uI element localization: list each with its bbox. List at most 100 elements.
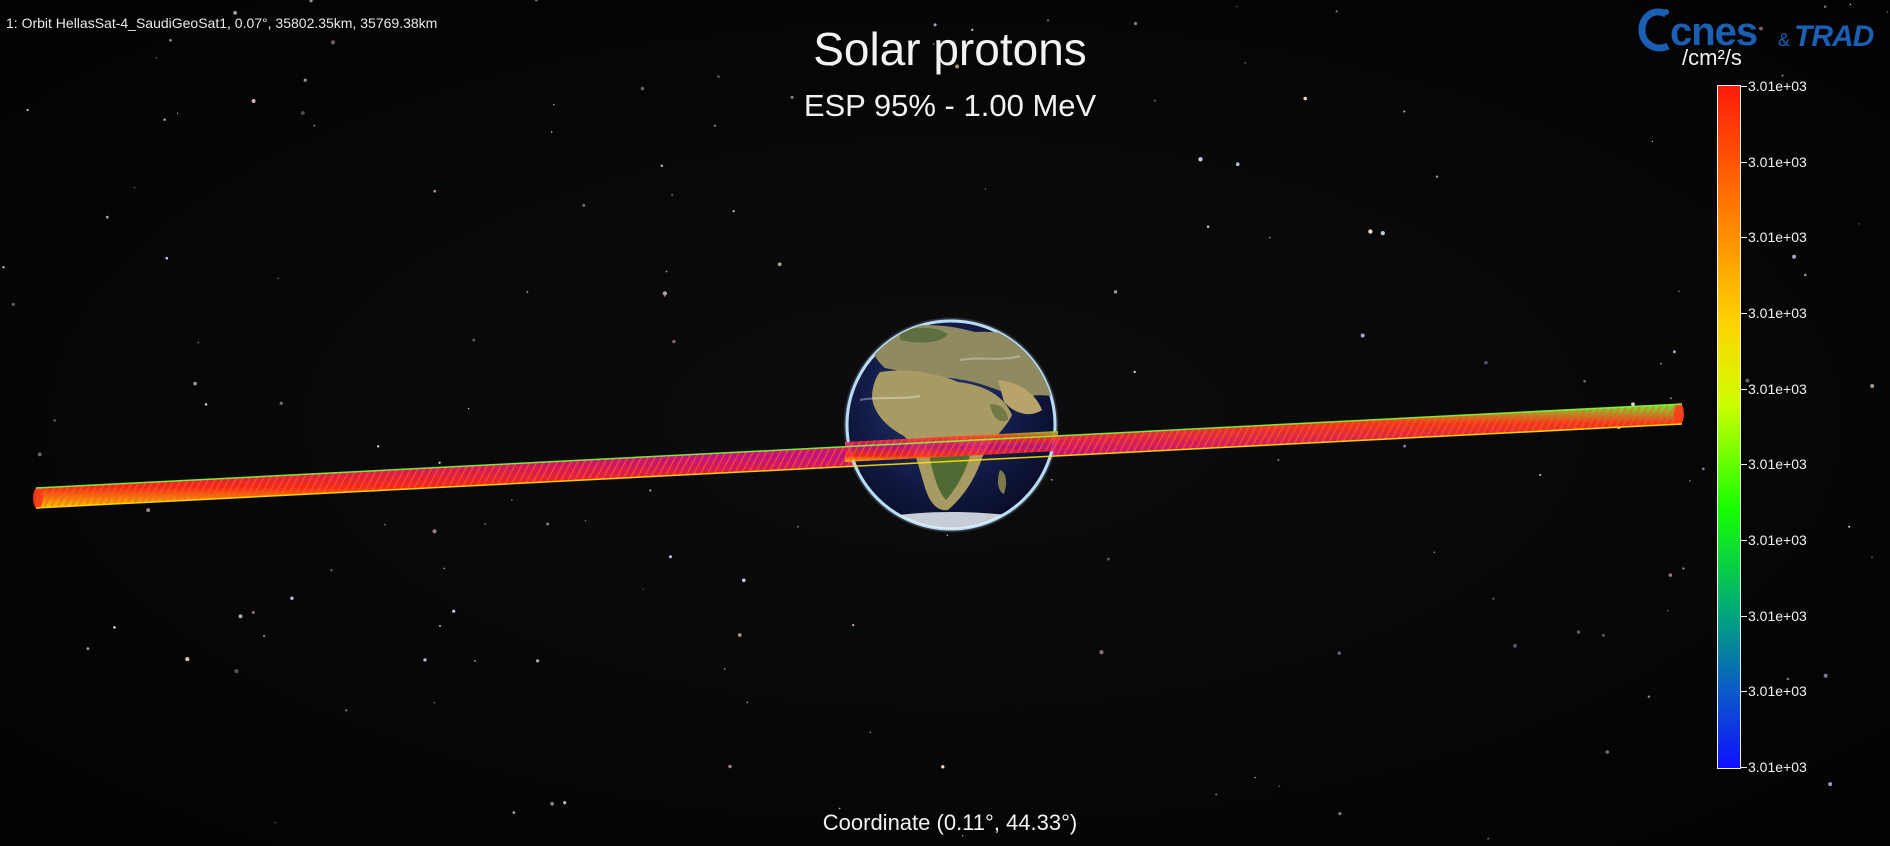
star — [303, 78, 307, 82]
colorbar-tick — [1740, 389, 1747, 390]
star — [1828, 782, 1833, 787]
colorbar-tick-label: 3.01e+03 — [1748, 305, 1807, 321]
star — [345, 709, 348, 712]
star — [1099, 650, 1104, 655]
star — [438, 461, 441, 464]
star — [1670, 397, 1672, 400]
star — [1539, 473, 1542, 477]
star — [962, 835, 964, 837]
star — [941, 765, 945, 769]
star — [535, 659, 540, 663]
star — [26, 108, 29, 112]
star — [238, 614, 243, 619]
star — [732, 210, 735, 213]
star — [1303, 96, 1307, 101]
star — [1823, 673, 1828, 678]
star — [11, 302, 15, 306]
star — [1858, 223, 1860, 225]
star — [1107, 557, 1110, 561]
logo-amp-text: & — [1778, 30, 1791, 50]
star — [1660, 362, 1662, 365]
star — [452, 609, 456, 613]
star — [1206, 225, 1210, 228]
star — [1050, 479, 1053, 481]
star — [1046, 19, 1050, 22]
star — [946, 534, 949, 537]
star — [473, 659, 477, 663]
colorbar-tick-label: 3.01e+03 — [1748, 456, 1807, 472]
star — [546, 522, 550, 526]
star — [1667, 610, 1669, 612]
colorbar-unit: /cm²/s — [1682, 45, 1742, 70]
star — [1236, 5, 1238, 8]
star — [1368, 229, 1373, 234]
star — [105, 215, 109, 219]
star — [1277, 458, 1280, 461]
star — [668, 555, 673, 559]
star — [1360, 333, 1365, 338]
star — [550, 801, 554, 806]
star — [1019, 43, 1023, 46]
star — [971, 28, 974, 32]
colorbar-tick — [1740, 540, 1747, 541]
star — [717, 75, 720, 78]
star — [640, 86, 645, 91]
star — [1244, 62, 1246, 64]
star — [484, 523, 486, 525]
star — [649, 489, 652, 492]
star — [274, 821, 277, 824]
star — [512, 811, 516, 814]
cnes-trad-logo: cnes & TRAD — [1636, 6, 1876, 56]
colorbar-tick-label: 3.01e+03 — [1748, 229, 1807, 245]
star — [1338, 812, 1342, 816]
star — [829, 61, 835, 66]
star — [309, 0, 313, 3]
star — [1849, 3, 1852, 6]
star — [165, 256, 169, 260]
star — [552, 103, 555, 106]
star — [1673, 350, 1676, 354]
star — [163, 118, 166, 121]
star — [1583, 380, 1586, 383]
star — [1337, 651, 1341, 655]
colorbar-tick — [1740, 767, 1747, 768]
colorbar-tick-label: 3.01e+03 — [1748, 381, 1807, 397]
star — [1513, 644, 1517, 648]
star — [584, 520, 587, 522]
star — [169, 39, 172, 42]
star — [1870, 384, 1875, 388]
star — [1605, 750, 1610, 754]
star — [1403, 110, 1406, 113]
star — [550, 131, 553, 133]
cnes-swirl-icon — [1638, 8, 1670, 52]
star — [1254, 776, 1256, 779]
star — [582, 203, 586, 207]
star — [1792, 254, 1797, 259]
star — [53, 419, 57, 422]
star — [838, 807, 841, 810]
star — [852, 623, 855, 627]
star — [1682, 567, 1685, 570]
star — [2, 266, 5, 269]
star — [433, 189, 436, 193]
star — [535, 0, 538, 2]
colorbar-tick — [1740, 86, 1747, 87]
star — [1153, 99, 1156, 102]
star — [777, 262, 782, 267]
star — [1235, 162, 1240, 167]
star — [233, 11, 237, 15]
star — [113, 626, 116, 629]
colorbar-tick-label: 3.01e+03 — [1748, 608, 1807, 624]
star — [1576, 630, 1581, 634]
star — [1786, 677, 1790, 681]
star — [330, 569, 333, 572]
star — [330, 40, 336, 45]
star — [723, 668, 726, 670]
star — [869, 731, 872, 734]
star — [377, 445, 380, 448]
star — [746, 701, 749, 704]
colorbar-tick-label: 3.01e+03 — [1748, 532, 1807, 548]
star — [1886, 11, 1888, 13]
